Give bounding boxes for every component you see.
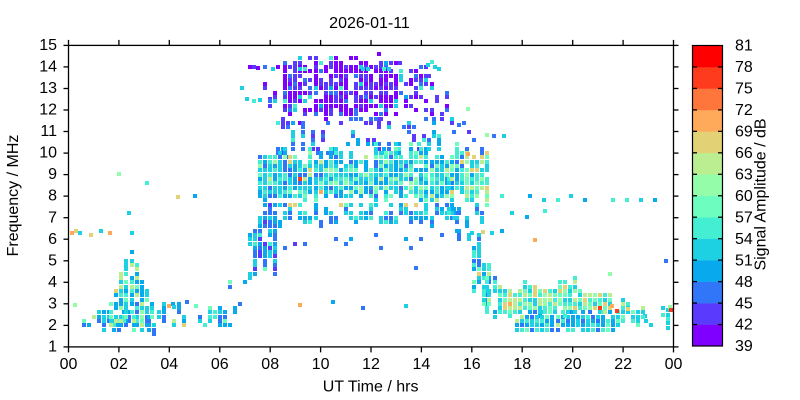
svg-text:08: 08 (261, 356, 279, 373)
svg-text:54: 54 (735, 231, 753, 248)
svg-text:2: 2 (48, 317, 57, 334)
svg-text:51: 51 (735, 252, 753, 269)
svg-text:11: 11 (40, 123, 57, 140)
svg-text:Frequency / MHz: Frequency / MHz (5, 135, 22, 257)
svg-text:12: 12 (39, 102, 57, 119)
svg-text:4: 4 (48, 274, 57, 291)
svg-text:18: 18 (513, 356, 531, 373)
svg-text:06: 06 (211, 356, 229, 373)
svg-text:04: 04 (160, 356, 178, 373)
svg-text:48: 48 (735, 274, 753, 291)
svg-text:20: 20 (564, 356, 582, 373)
svg-text:78: 78 (735, 59, 753, 76)
svg-text:UT Time / hrs: UT Time / hrs (323, 378, 419, 395)
svg-text:5: 5 (48, 252, 57, 269)
svg-text:69: 69 (735, 124, 753, 141)
svg-text:42: 42 (735, 317, 753, 334)
svg-text:63: 63 (735, 166, 753, 183)
svg-text:39: 39 (735, 338, 753, 355)
svg-text:10: 10 (312, 356, 330, 373)
svg-text:02: 02 (110, 356, 128, 373)
svg-text:00: 00 (665, 356, 683, 373)
svg-text:1: 1 (48, 339, 57, 356)
svg-text:3: 3 (48, 295, 57, 312)
svg-text:00: 00 (60, 356, 78, 373)
svg-text:81: 81 (735, 38, 753, 55)
svg-text:12: 12 (362, 356, 380, 373)
svg-text:66: 66 (735, 145, 753, 162)
svg-text:75: 75 (735, 81, 753, 98)
svg-text:14: 14 (413, 356, 431, 373)
svg-text:14: 14 (39, 59, 57, 76)
svg-text:16: 16 (463, 356, 481, 373)
svg-text:72: 72 (735, 102, 753, 119)
svg-text:15: 15 (39, 37, 57, 54)
svg-text:8: 8 (48, 188, 57, 205)
svg-text:57: 57 (735, 209, 753, 226)
svg-text:Signal Amplitude / dB: Signal Amplitude / dB (753, 118, 770, 270)
svg-text:6: 6 (48, 231, 57, 248)
svg-text:60: 60 (735, 188, 753, 205)
svg-text:45: 45 (735, 295, 753, 312)
svg-text:9: 9 (48, 166, 57, 183)
svg-text:10: 10 (39, 145, 57, 162)
svg-text:7: 7 (48, 209, 57, 226)
svg-text:22: 22 (614, 356, 632, 373)
svg-text:2026-01-11: 2026-01-11 (329, 15, 410, 32)
svg-text:13: 13 (39, 80, 57, 97)
